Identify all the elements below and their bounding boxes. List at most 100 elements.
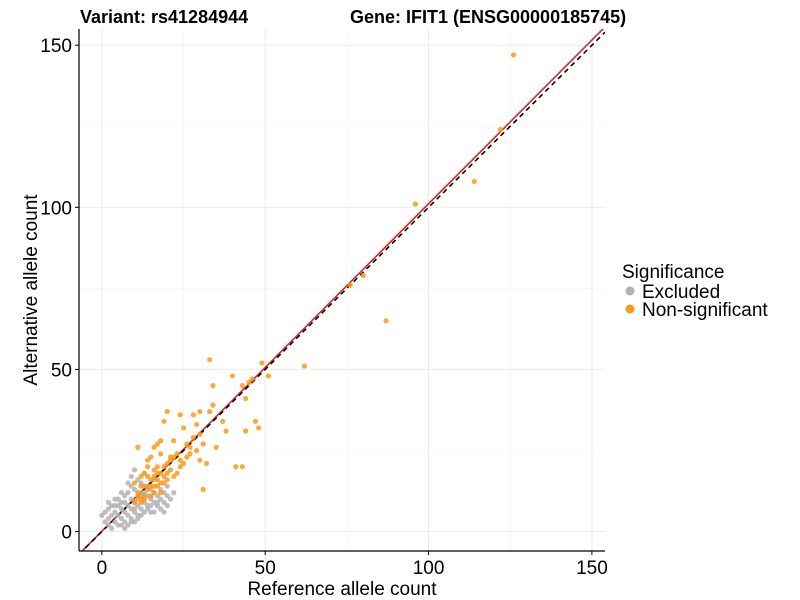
point-non-significant bbox=[197, 408, 203, 415]
point-excluded bbox=[105, 522, 112, 528]
point-non-significant bbox=[148, 493, 154, 499]
point-excluded bbox=[125, 503, 131, 509]
point-non-significant bbox=[194, 421, 200, 428]
x-tick-label: 50 bbox=[255, 558, 276, 579]
point-excluded bbox=[105, 515, 112, 522]
point-non-significant bbox=[265, 373, 272, 379]
y-axis-title: Alternative allele count bbox=[21, 194, 42, 386]
point-excluded bbox=[128, 519, 134, 525]
point-excluded bbox=[125, 512, 131, 518]
point-excluded bbox=[115, 512, 121, 518]
point-non-significant bbox=[177, 412, 183, 418]
gridlines bbox=[79, 29, 605, 551]
point-non-significant bbox=[239, 383, 245, 389]
point-non-significant bbox=[213, 444, 219, 450]
point-non-significant bbox=[246, 379, 252, 386]
point-non-significant bbox=[135, 444, 141, 450]
point-non-significant bbox=[207, 357, 213, 363]
point-excluded bbox=[158, 496, 164, 502]
data-points bbox=[99, 52, 517, 531]
point-non-significant bbox=[161, 473, 167, 480]
point-excluded bbox=[102, 519, 108, 525]
point-excluded bbox=[122, 499, 128, 505]
point-excluded bbox=[99, 512, 105, 518]
point-excluded bbox=[109, 512, 115, 518]
point-non-significant bbox=[131, 480, 138, 486]
point-non-significant bbox=[171, 438, 177, 444]
point-non-significant bbox=[187, 451, 193, 457]
point-non-significant bbox=[190, 434, 196, 441]
point-non-significant bbox=[471, 178, 477, 184]
point-non-significant bbox=[171, 454, 177, 460]
point-non-significant bbox=[301, 363, 308, 369]
legend-marker-non-significant bbox=[625, 304, 635, 314]
point-non-significant bbox=[141, 470, 147, 476]
point-excluded bbox=[148, 503, 154, 509]
point-excluded bbox=[112, 509, 118, 515]
point-non-significant bbox=[135, 496, 141, 502]
chart-title-gene: Gene: IFIT1 (ENSG00000185745) bbox=[350, 7, 626, 27]
point-non-significant bbox=[145, 457, 151, 463]
point-non-significant bbox=[138, 493, 144, 499]
point-non-significant bbox=[141, 496, 147, 502]
x-tick-label: 150 bbox=[576, 558, 608, 579]
point-non-significant bbox=[249, 376, 255, 382]
point-non-significant bbox=[154, 441, 161, 447]
point-non-significant bbox=[347, 282, 353, 288]
point-excluded bbox=[109, 503, 115, 509]
point-excluded bbox=[128, 483, 134, 489]
point-excluded bbox=[125, 490, 131, 496]
point-non-significant bbox=[210, 383, 216, 389]
point-excluded bbox=[138, 512, 144, 518]
point-non-significant bbox=[161, 480, 167, 486]
point-non-significant bbox=[229, 373, 236, 379]
point-non-significant bbox=[158, 438, 164, 444]
point-excluded bbox=[161, 499, 167, 505]
point-excluded bbox=[154, 493, 161, 499]
point-non-significant bbox=[158, 451, 164, 457]
point-non-significant bbox=[171, 473, 177, 480]
point-excluded bbox=[105, 506, 112, 512]
point-non-significant bbox=[145, 473, 151, 480]
point-non-significant bbox=[233, 464, 239, 470]
point-non-significant bbox=[360, 272, 366, 279]
point-excluded bbox=[122, 509, 128, 515]
point-non-significant bbox=[180, 425, 187, 431]
point-excluded bbox=[145, 506, 151, 512]
legend-title: Significance bbox=[622, 262, 724, 283]
point-non-significant bbox=[174, 451, 180, 457]
point-non-significant bbox=[207, 408, 213, 415]
point-non-significant bbox=[131, 499, 138, 505]
point-excluded bbox=[154, 499, 161, 505]
point-excluded bbox=[118, 522, 125, 528]
point-non-significant bbox=[145, 486, 151, 492]
point-non-significant bbox=[151, 483, 157, 489]
point-non-significant bbox=[497, 126, 504, 133]
point-non-significant bbox=[200, 441, 206, 447]
point-excluded bbox=[167, 496, 174, 502]
point-non-significant bbox=[174, 470, 180, 476]
point-non-significant bbox=[138, 499, 144, 505]
point-non-significant bbox=[256, 425, 262, 431]
point-non-significant bbox=[239, 464, 245, 470]
x-tick-label: 100 bbox=[413, 558, 445, 579]
point-non-significant bbox=[194, 447, 200, 454]
point-non-significant bbox=[383, 318, 389, 324]
point-non-significant bbox=[151, 473, 157, 480]
point-non-significant bbox=[177, 464, 183, 470]
x-axis-title: Reference allele count bbox=[247, 579, 437, 600]
point-excluded bbox=[135, 515, 141, 522]
point-excluded bbox=[141, 509, 147, 515]
point-excluded bbox=[112, 519, 118, 525]
point-non-significant bbox=[158, 490, 164, 496]
point-non-significant bbox=[259, 360, 265, 366]
point-excluded bbox=[122, 519, 128, 525]
point-excluded bbox=[118, 490, 125, 496]
point-non-significant bbox=[151, 444, 157, 450]
point-non-significant bbox=[203, 460, 210, 467]
point-excluded bbox=[118, 515, 125, 522]
point-excluded bbox=[135, 477, 141, 483]
point-non-significant bbox=[510, 52, 517, 58]
point-non-significant bbox=[200, 486, 206, 492]
